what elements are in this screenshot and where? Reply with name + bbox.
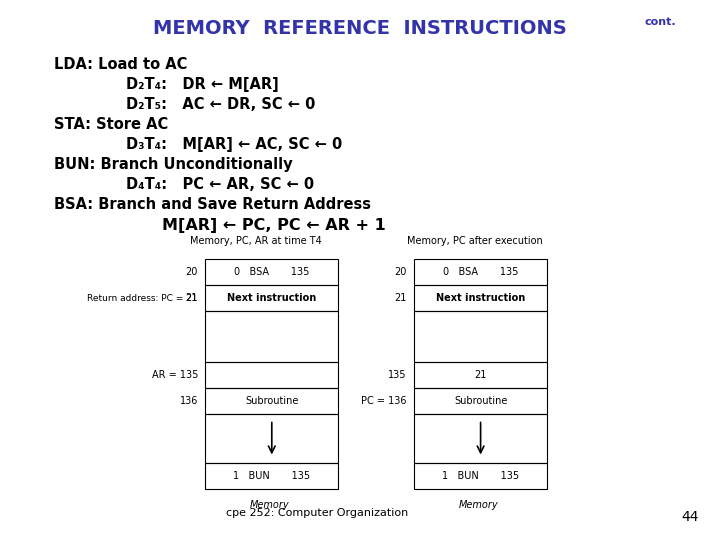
Text: 21: 21 (395, 293, 407, 303)
Text: AR = 135: AR = 135 (152, 370, 198, 380)
Text: Memory, PC, AR at time T4: Memory, PC, AR at time T4 (190, 235, 321, 246)
Bar (414, 285, 547, 311)
Text: D₄T₄:   PC ← AR, SC ← 0: D₄T₄: PC ← AR, SC ← 0 (126, 177, 314, 192)
Text: 1   BUN       135: 1 BUN 135 (442, 471, 519, 481)
Text: D₂T₅:   AC ← DR, SC ← 0: D₂T₅: AC ← DR, SC ← 0 (126, 97, 315, 112)
Text: Subroutine: Subroutine (245, 396, 299, 406)
Text: Subroutine: Subroutine (454, 396, 508, 406)
Text: cont.: cont. (644, 17, 676, 28)
Text: 0   BSA       135: 0 BSA 135 (234, 267, 310, 277)
Bar (414, 414, 547, 463)
Text: 0   BSA       135: 0 BSA 135 (443, 267, 518, 277)
Text: cpe 252: Computer Organization: cpe 252: Computer Organization (225, 508, 408, 518)
Text: Next instruction: Next instruction (436, 293, 525, 303)
Text: 135: 135 (388, 370, 407, 380)
Text: 21: 21 (474, 370, 487, 380)
Text: M[AR] ← PC, PC ← AR + 1: M[AR] ← PC, PC ← AR + 1 (162, 218, 386, 233)
Text: 44: 44 (681, 510, 698, 524)
Text: 136: 136 (179, 396, 198, 406)
Text: PC = 136: PC = 136 (361, 396, 407, 406)
Bar (414, 362, 547, 388)
Bar (205, 388, 338, 414)
Text: 21: 21 (186, 293, 198, 303)
Text: MEMORY  REFERENCE  INSTRUCTIONS: MEMORY REFERENCE INSTRUCTIONS (153, 19, 567, 38)
Bar (205, 362, 338, 388)
Text: 20: 20 (395, 267, 407, 277)
Bar (205, 311, 338, 362)
Bar (205, 285, 338, 311)
Text: BSA: Branch and Save Return Address: BSA: Branch and Save Return Address (54, 197, 371, 212)
Bar (414, 388, 547, 414)
Bar (205, 414, 338, 463)
Text: BUN: Branch Unconditionally: BUN: Branch Unconditionally (54, 157, 292, 172)
Text: Memory: Memory (250, 500, 290, 510)
Text: Return address: PC = 21: Return address: PC = 21 (88, 294, 198, 302)
Text: 1   BUN       135: 1 BUN 135 (233, 471, 310, 481)
Text: STA: Store AC: STA: Store AC (54, 117, 168, 132)
Bar (414, 311, 547, 362)
Bar (414, 259, 547, 285)
Text: D₃T₄:   M[AR] ← AC, SC ← 0: D₃T₄: M[AR] ← AC, SC ← 0 (126, 137, 342, 152)
Text: Memory, PC after execution: Memory, PC after execution (408, 235, 543, 246)
Text: 20: 20 (186, 267, 198, 277)
Text: D₂T₄:   DR ← M[AR]: D₂T₄: DR ← M[AR] (126, 77, 279, 92)
Bar (205, 259, 338, 285)
Text: LDA: Load to AC: LDA: Load to AC (54, 57, 187, 72)
Text: Next instruction: Next instruction (228, 293, 316, 303)
Text: Memory: Memory (459, 500, 499, 510)
Bar (414, 463, 547, 489)
Bar (205, 463, 338, 489)
